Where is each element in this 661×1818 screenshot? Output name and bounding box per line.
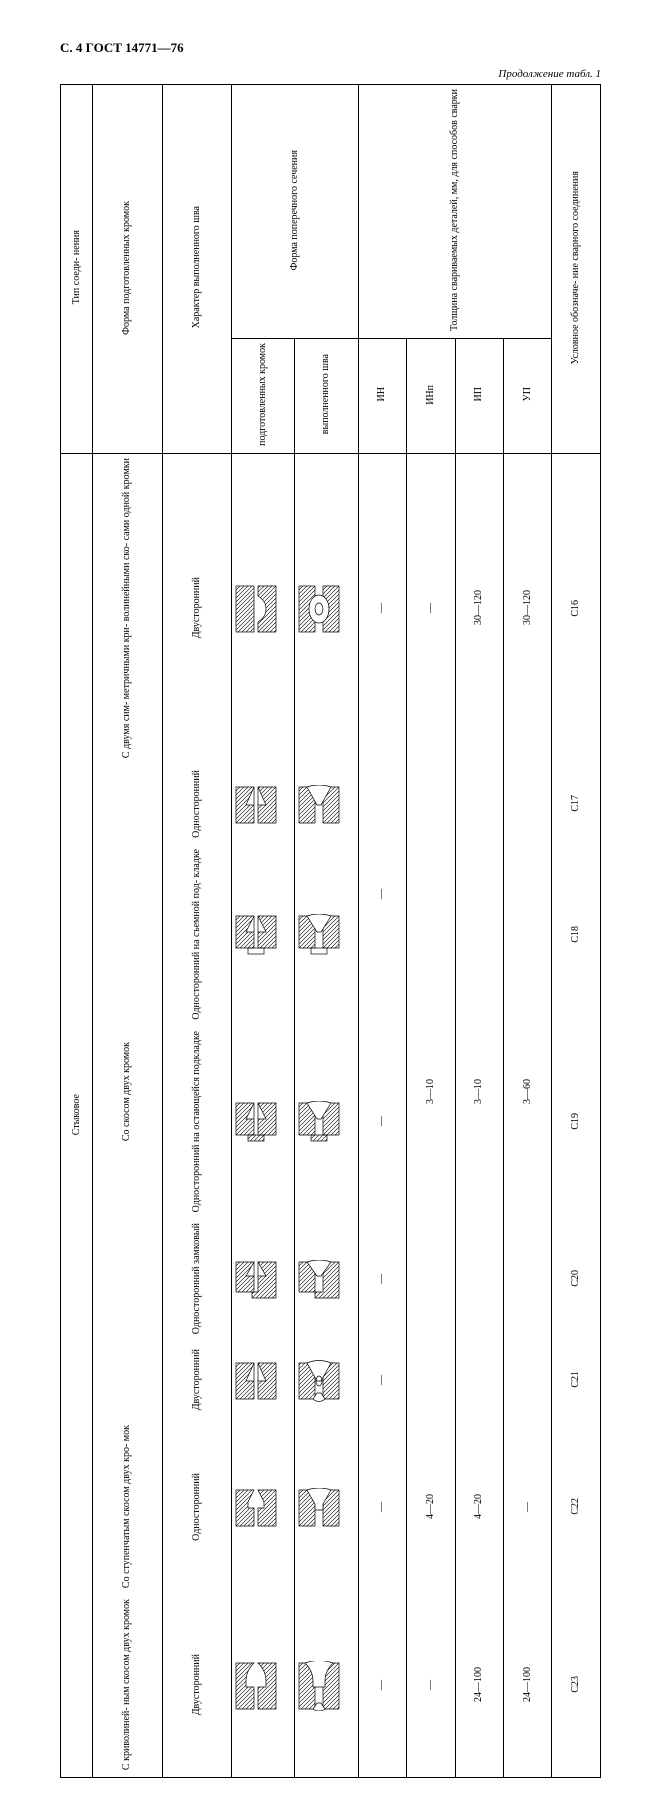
in-c23: — bbox=[358, 1595, 406, 1778]
char-c23: Двусторонний bbox=[162, 1595, 231, 1778]
weld-diagram-icon bbox=[297, 1661, 341, 1711]
table-caption: Продолжение табл. 1 bbox=[60, 68, 601, 80]
th-forma: Форма подготовленных кромок bbox=[93, 85, 162, 454]
prep-diagram-icon bbox=[234, 785, 278, 825]
prep-diagram-icon bbox=[234, 584, 278, 634]
weld-c23 bbox=[295, 1595, 358, 1778]
weld-c20 bbox=[295, 1219, 358, 1341]
char-c22: Односторонний bbox=[162, 1421, 231, 1595]
code-c22: С22 bbox=[552, 1421, 601, 1595]
up-c23: 24—100 bbox=[504, 1595, 552, 1778]
ip-c17-21: 3—10 bbox=[455, 765, 503, 1421]
prep-diagram-icon bbox=[234, 1101, 278, 1145]
prep-diagram-icon bbox=[234, 1361, 278, 1401]
prep-c17 bbox=[231, 765, 294, 845]
code-c20: С20 bbox=[552, 1219, 601, 1341]
code-c16: С16 bbox=[552, 453, 601, 765]
char-c16: Двусторонний bbox=[162, 453, 231, 765]
ip-c22: 4—20 bbox=[455, 1421, 503, 1595]
in-c21: — bbox=[358, 1341, 406, 1421]
prep-c22 bbox=[231, 1421, 294, 1595]
forma-c23: С криволиней- ным скосом двух кромок bbox=[93, 1595, 162, 1778]
char-c20: Односторонний замковый bbox=[162, 1219, 231, 1341]
in-c20: — bbox=[358, 1219, 406, 1341]
prep-c23 bbox=[231, 1595, 294, 1778]
th-up: УП bbox=[504, 339, 552, 454]
weld-c21 bbox=[295, 1341, 358, 1421]
th-tip: Тип соеди- нения bbox=[61, 85, 93, 454]
weld-c22 bbox=[295, 1421, 358, 1595]
th-sect: Форма поперечного сечения bbox=[231, 85, 358, 339]
prep-diagram-icon bbox=[234, 1260, 278, 1300]
th-thick: Толщина свариваемых деталей, мм, для спо… bbox=[358, 85, 552, 339]
in-c22: — bbox=[358, 1421, 406, 1595]
weld-diagram-icon bbox=[297, 1359, 341, 1403]
th-sect-weld: выполненного шва bbox=[295, 339, 358, 454]
inp-c16: — bbox=[407, 453, 455, 765]
ip-c16: 30—120 bbox=[455, 453, 503, 765]
char-c19: Односторонний на остающейся подкладке bbox=[162, 1027, 231, 1219]
up-c17-21: 3—60 bbox=[504, 765, 552, 1421]
th-inp: ИНп bbox=[407, 339, 455, 454]
forma-c17-21: Со скосом двух кромок bbox=[93, 765, 162, 1421]
char-c21: Двусторонний bbox=[162, 1341, 231, 1421]
prep-diagram-icon bbox=[234, 1488, 278, 1528]
weld-c19 bbox=[295, 1027, 358, 1219]
prep-c19 bbox=[231, 1027, 294, 1219]
weld-c17 bbox=[295, 765, 358, 845]
ip-c23: 24—100 bbox=[455, 1595, 503, 1778]
weld-diagram-icon bbox=[297, 785, 341, 825]
in-c19: — bbox=[358, 1027, 406, 1219]
th-in: ИН bbox=[358, 339, 406, 454]
code-c19: С19 bbox=[552, 1027, 601, 1219]
inp-c17-21: 3—10 bbox=[407, 765, 455, 1421]
prep-diagram-icon bbox=[234, 1661, 278, 1711]
inp-c23: — bbox=[407, 1595, 455, 1778]
weld-diagram-icon bbox=[297, 1101, 341, 1145]
weld-table: Тип соеди- нения Форма подготовленных кр… bbox=[60, 84, 601, 1778]
forma-c16: С двумя сим- метричными кри- волинейными… bbox=[93, 453, 162, 765]
char-c17: Односторонний bbox=[162, 765, 231, 845]
prep-c20 bbox=[231, 1219, 294, 1341]
th-char: Характер выполненного шва bbox=[162, 85, 231, 454]
th-sect-prep: подготовленных кромок bbox=[231, 339, 294, 454]
tip-cell: Стыковое bbox=[61, 453, 93, 1777]
th-code: Условное обозначе- ние сварного соединен… bbox=[552, 85, 601, 454]
in-c17-18: — bbox=[358, 765, 406, 1027]
inp-c22: 4—20 bbox=[407, 1421, 455, 1595]
prep-c16 bbox=[231, 453, 294, 765]
up-c22: — bbox=[504, 1421, 552, 1595]
weld-diagram-icon bbox=[297, 584, 341, 634]
weld-c16 bbox=[295, 453, 358, 765]
th-ip: ИП bbox=[455, 339, 503, 454]
prep-c21 bbox=[231, 1341, 294, 1421]
code-c23: С23 bbox=[552, 1595, 601, 1778]
forma-c22: Со ступенчатым скосом двух кро- мок bbox=[93, 1421, 162, 1595]
up-c16: 30—120 bbox=[504, 453, 552, 765]
code-c17: С17 bbox=[552, 765, 601, 845]
code-c21: С21 bbox=[552, 1341, 601, 1421]
in-c16: — bbox=[358, 453, 406, 765]
page-header: С. 4 ГОСТ 14771—76 bbox=[60, 40, 601, 56]
weld-diagram-icon bbox=[297, 1488, 341, 1528]
weld-diagram-icon bbox=[297, 1260, 341, 1300]
